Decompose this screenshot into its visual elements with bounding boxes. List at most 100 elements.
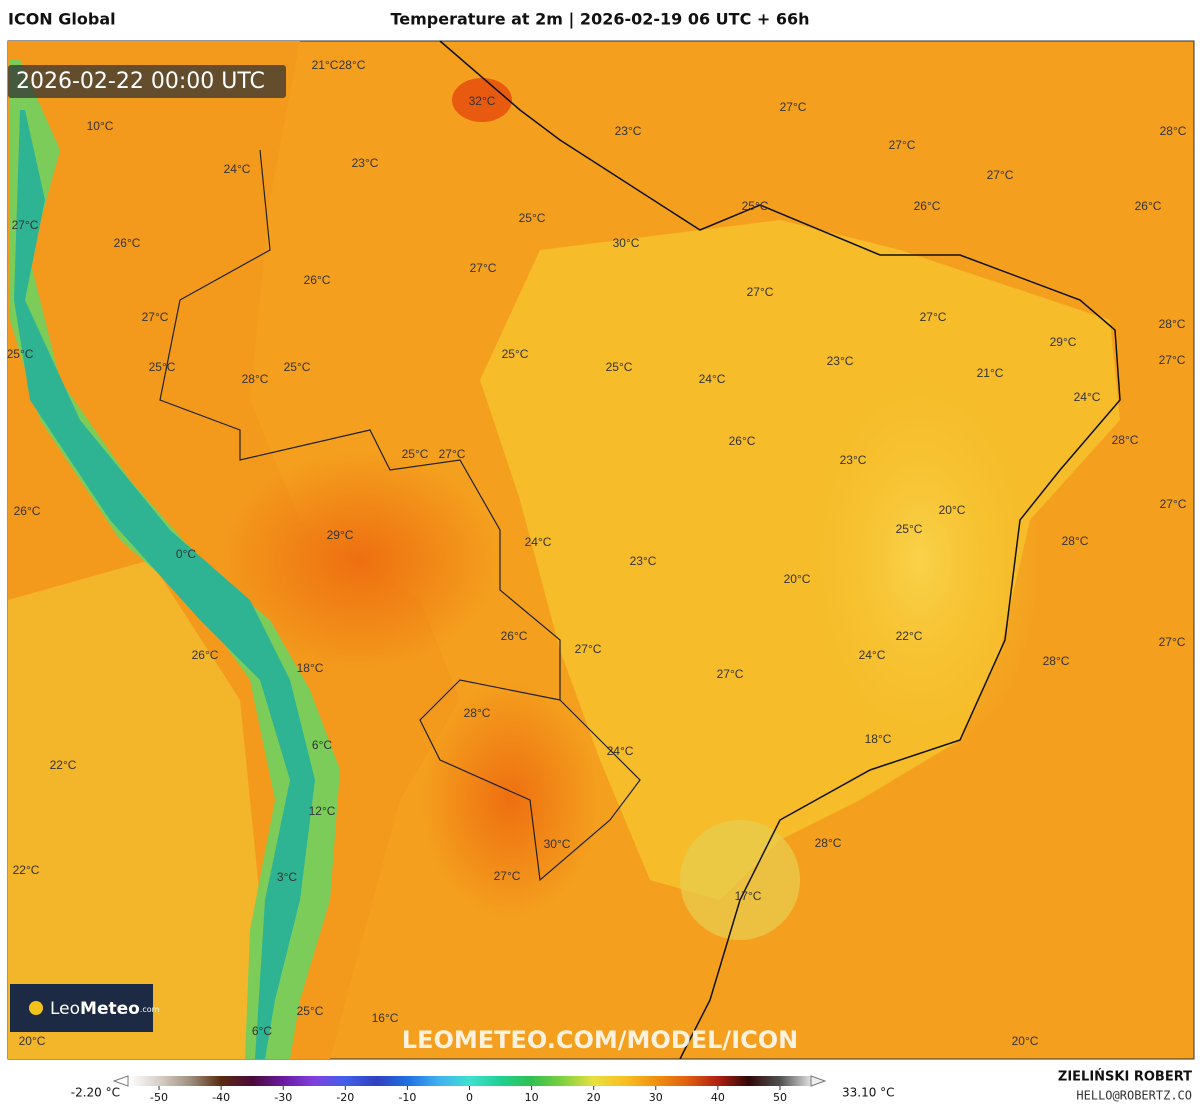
colorbar-tick-label: -30 bbox=[274, 1091, 292, 1104]
logo-text: LeoMeteo.com bbox=[50, 999, 160, 1019]
temperature-label: 22°C bbox=[50, 758, 77, 772]
temperature-label: 22°C bbox=[13, 863, 40, 877]
temperature-label: 28°C bbox=[1062, 534, 1089, 548]
colorbar-min: -2.20 °C bbox=[71, 1086, 120, 1100]
temperature-label: 21°C bbox=[312, 58, 339, 72]
map bbox=[7, 40, 1195, 1060]
temperature-label: 26°C bbox=[1135, 199, 1162, 213]
temperature-label: 23°C bbox=[615, 124, 642, 138]
temperature-label: 29°C bbox=[327, 528, 354, 542]
colorbar-tick-label: 10 bbox=[525, 1091, 539, 1104]
temperature-label: 28°C bbox=[242, 372, 269, 386]
temperature-label: 27°C bbox=[142, 310, 169, 324]
cool-south bbox=[680, 820, 800, 940]
pacific bbox=[8, 560, 260, 1059]
colorbar-end bbox=[112, 1075, 129, 1087]
temperature-label: 30°C bbox=[613, 236, 640, 250]
temperature-label: 27°C bbox=[717, 667, 744, 681]
temperature-label: 24°C bbox=[859, 648, 886, 662]
temperature-label: 20°C bbox=[1012, 1034, 1039, 1048]
temperature-label: 28°C bbox=[1160, 124, 1187, 138]
temperature-label: 28°C bbox=[815, 836, 842, 850]
logo-suffix: .com bbox=[140, 1005, 160, 1014]
hot-area bbox=[220, 450, 500, 670]
temperature-label: 27°C bbox=[12, 218, 39, 232]
temperature-label: 28°C bbox=[464, 706, 491, 720]
temperature-label: 27°C bbox=[747, 285, 774, 299]
temperature-label: 25°C bbox=[297, 1004, 324, 1018]
colorbar: -50 -40 -30 -20 -10 0 10 20 30 40 50 bbox=[112, 1075, 827, 1104]
temperature-label: 27°C bbox=[920, 310, 947, 324]
borders bbox=[159, 149, 641, 882]
temperature-label: 17°C bbox=[735, 889, 762, 903]
hot-area bbox=[420, 680, 600, 920]
colorbar-tick-label: -40 bbox=[212, 1091, 230, 1104]
temperature-label: 25°C bbox=[402, 447, 429, 461]
temperature-label: 25°C bbox=[7, 347, 34, 361]
temperature-label: 27°C bbox=[1159, 635, 1186, 649]
temperature-label: 28°C bbox=[1112, 433, 1139, 447]
temperature-label: 20°C bbox=[939, 503, 966, 517]
temperature-label: 30°C bbox=[544, 837, 571, 851]
colorbar-max: 33.10 °C bbox=[842, 1086, 895, 1100]
temperature-label: 27°C bbox=[439, 447, 466, 461]
temperature-label: 29°C bbox=[1050, 335, 1077, 349]
temperature-label: 25°C bbox=[742, 199, 769, 213]
temperature-label: 12°C bbox=[309, 804, 336, 818]
author: ZIELIŃSKI ROBERT bbox=[1058, 1069, 1192, 1085]
logo-leo: Leo bbox=[50, 999, 80, 1019]
temperature-label: 27°C bbox=[494, 869, 521, 883]
temperature-label: 0°C bbox=[176, 547, 196, 561]
temperature-label: 25°C bbox=[149, 360, 176, 374]
temperature-labels: 21°C 28°C32°C10°C 23°C27°C28°C27°C24°C 23°C… bbox=[7, 58, 1187, 1048]
temperature-label: 18°C bbox=[297, 661, 324, 675]
temperature-label: 23°C bbox=[352, 156, 379, 170]
temperature-label: 26°C bbox=[192, 648, 219, 662]
temperature-label: 27°C bbox=[470, 261, 497, 275]
temperature-label: 20°C bbox=[784, 572, 811, 586]
colorbar-tick-label: 40 bbox=[711, 1091, 725, 1104]
colorbar-tick-label: 0 bbox=[466, 1091, 473, 1104]
temperature-label: 32°C bbox=[469, 94, 496, 108]
temperature-label: 26°C bbox=[114, 236, 141, 250]
temperature-label: 26°C bbox=[304, 273, 331, 287]
temperature-label: 27°C bbox=[889, 138, 916, 152]
logo-sun bbox=[29, 1001, 43, 1015]
temperature-label: 18°C bbox=[865, 732, 892, 746]
temperature-label: 22°C bbox=[896, 629, 923, 643]
temperature-label: 27°C bbox=[1160, 497, 1187, 511]
model-name: ICON Global bbox=[8, 10, 116, 29]
temperature-label: 6°C bbox=[252, 1024, 272, 1038]
temperature-label: 25°C bbox=[606, 360, 633, 374]
colorbar-end bbox=[810, 1075, 827, 1087]
colorbar-tick-label: -20 bbox=[336, 1091, 354, 1104]
temperature-label: 27°C bbox=[780, 100, 807, 114]
temperature-label: 25°C bbox=[519, 211, 546, 225]
colorbar-tick-label: -50 bbox=[150, 1091, 168, 1104]
timestamp: 2026-02-22 00:00 UTC bbox=[16, 69, 265, 94]
coastline bbox=[439, 40, 1121, 1060]
temperature-label: 24°C bbox=[1074, 390, 1101, 404]
temperature-label: 10°C bbox=[87, 119, 114, 133]
watermark: LEOMETEO.COM/MODEL/ICON bbox=[402, 1026, 798, 1054]
temperature-label: 25°C bbox=[284, 360, 311, 374]
temperature-label: 20°C bbox=[19, 1034, 46, 1048]
temperature-label: 24°C bbox=[699, 372, 726, 386]
highlands bbox=[800, 360, 1040, 760]
email: HELLO@ROBERTZ.CO bbox=[1076, 1089, 1192, 1103]
temperature-label: 16°C bbox=[372, 1011, 399, 1025]
colorbar-tick-label: 50 bbox=[773, 1091, 787, 1104]
colorbar-tick-label: 30 bbox=[649, 1091, 663, 1104]
temperature-label: 28°C bbox=[1159, 317, 1186, 331]
temperature-label: 27°C bbox=[575, 642, 602, 656]
temperature-label: 27°C bbox=[1159, 353, 1186, 367]
logo-meteo: Meteo bbox=[80, 999, 140, 1019]
temperature-label: 28°C bbox=[1043, 654, 1070, 668]
temperature-label: 25°C bbox=[896, 522, 923, 536]
temperature-label: 23°C bbox=[630, 554, 657, 568]
temperature-label: 28°C bbox=[339, 58, 366, 72]
temperature-label: 3°C bbox=[277, 870, 297, 884]
hot-spot bbox=[452, 78, 512, 122]
